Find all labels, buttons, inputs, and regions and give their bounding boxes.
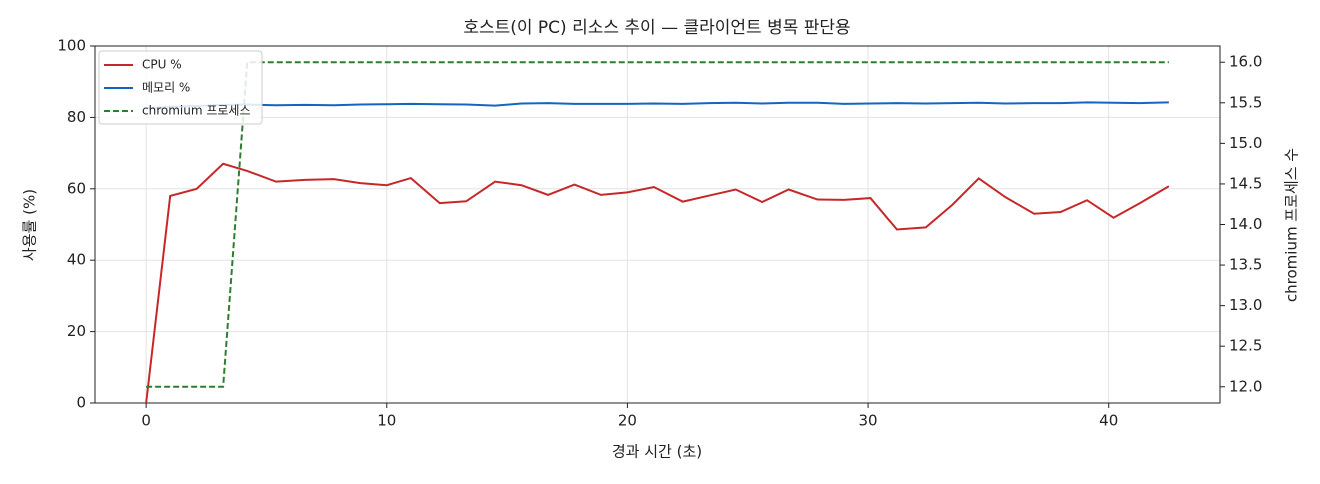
x-tick-label: 10 — [377, 412, 396, 430]
x-tick-label: 30 — [859, 412, 878, 430]
y2-tick-label: 12.5 — [1229, 337, 1262, 355]
y2-tick-label: 14.5 — [1229, 174, 1262, 192]
series-line — [146, 61, 1169, 388]
y-tick-label: 40 — [67, 251, 86, 269]
legend-box — [98, 50, 263, 125]
x-tick-label: 40 — [1099, 412, 1118, 430]
legend-label: 메모리 % — [142, 81, 190, 95]
y2-tick-label: 13.0 — [1229, 296, 1262, 314]
legend-label: chromium 프로세스 — [142, 104, 251, 118]
series-line — [146, 101, 1169, 110]
series-line — [145, 162, 1170, 404]
x-tick-label: 0 — [141, 412, 151, 430]
chart-title: 호스트(이 PC) 리소스 추이 — 클라이언트 병목 판단용 — [463, 18, 850, 38]
y2-tick-label: 13.5 — [1229, 256, 1262, 274]
y-tick-label: 60 — [67, 179, 86, 197]
y2-tick-label: 12.0 — [1229, 377, 1262, 395]
y-tick-label: 20 — [67, 322, 86, 340]
y-tick-label: 80 — [67, 108, 86, 126]
y-tick-label: 0 — [76, 394, 86, 412]
y-tick-label: 100 — [57, 37, 86, 55]
y2-tick-label: 15.0 — [1229, 134, 1262, 152]
y2-tick-label: 16.0 — [1229, 53, 1262, 71]
y2-tick-label: 14.0 — [1229, 215, 1262, 233]
legend-label: CPU % — [142, 58, 182, 72]
x-tick-label: 20 — [618, 412, 637, 430]
plot-frame — [94, 45, 1221, 404]
y2-tick-label: 15.5 — [1229, 93, 1262, 111]
y-axis-label: 사용률 (%) — [21, 189, 39, 261]
x-axis-label: 경과 시간 (초) — [612, 443, 702, 461]
y2-axis-label: chromium 프로세스 수 — [1283, 148, 1301, 302]
